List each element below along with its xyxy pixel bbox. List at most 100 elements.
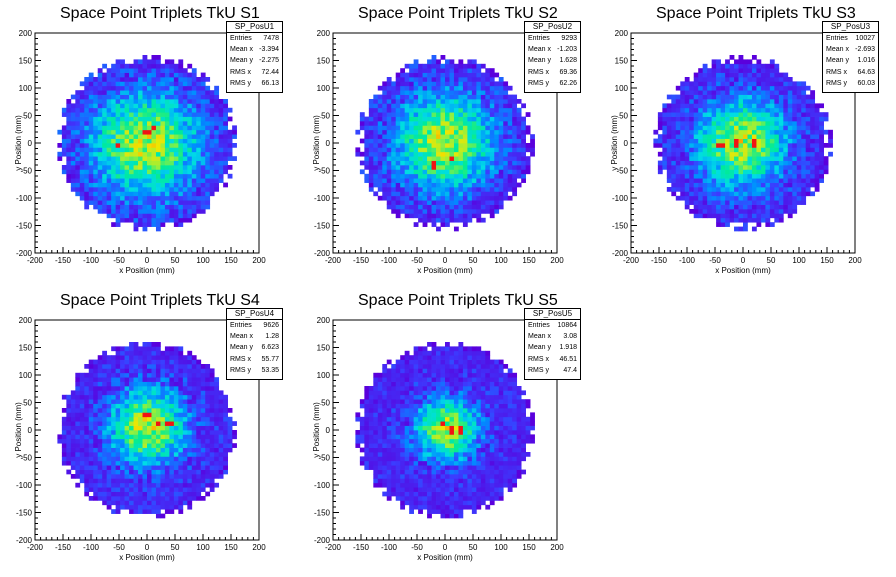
heatmap-bin (508, 95, 513, 100)
heatmap-bin (463, 222, 468, 227)
heatmap-bin (147, 500, 152, 505)
heatmap-bin (143, 55, 148, 60)
heatmap-bin (156, 134, 161, 139)
heatmap-bin (721, 95, 726, 100)
heatmap-bin (734, 130, 739, 135)
heatmap-bin (747, 130, 752, 135)
heatmap-bin (107, 161, 112, 166)
heatmap-bin (219, 130, 224, 135)
stats-label: Mean x (826, 44, 849, 55)
heatmap-bin (716, 68, 721, 73)
heatmap-bin (84, 390, 89, 395)
heatmap-bin (797, 178, 802, 183)
heatmap-bin (156, 456, 161, 461)
heatmap-bin (66, 169, 71, 174)
heatmap-bin (165, 134, 170, 139)
heatmap-bin (765, 81, 770, 86)
heatmap-bin (80, 417, 85, 422)
heatmap-bin (441, 121, 446, 126)
heatmap-bin (93, 492, 98, 497)
heatmap-bin (698, 125, 703, 130)
heatmap-bin (178, 346, 183, 351)
heatmap-bin (102, 103, 107, 108)
heatmap-bin (503, 187, 508, 192)
heatmap-bin (93, 156, 98, 161)
heatmap-bin (405, 147, 410, 152)
heatmap-bin (432, 112, 437, 117)
heatmap-bin (373, 152, 378, 157)
heatmap-bin (698, 183, 703, 188)
heatmap-bin (134, 377, 139, 382)
heatmap-bin (476, 86, 481, 91)
heatmap-bin (400, 165, 405, 170)
heatmap-bin (134, 125, 139, 130)
heatmap-bin (436, 112, 441, 117)
heatmap-bin (125, 200, 130, 205)
heatmap-bin (387, 77, 392, 82)
heatmap-bin (187, 112, 192, 117)
heatmap-bin (102, 191, 107, 196)
heatmap-bin (752, 125, 757, 130)
heatmap-bin (360, 112, 365, 117)
heatmap-bin (187, 130, 192, 135)
heatmap-bin (445, 191, 450, 196)
heatmap-bin (129, 112, 134, 117)
heatmap-bin (508, 156, 513, 161)
heatmap-bin (169, 439, 174, 444)
heatmap-bin (196, 121, 201, 126)
heatmap-bin (192, 452, 197, 457)
heatmap-bin (508, 134, 513, 139)
heatmap-bin (75, 439, 80, 444)
heatmap-bin (494, 121, 499, 126)
heatmap-bin (89, 478, 94, 483)
heatmap-bin (694, 134, 699, 139)
heatmap-bin (111, 443, 116, 448)
heatmap-bin (165, 139, 170, 144)
heatmap-bin (770, 169, 775, 174)
heatmap-bin (517, 125, 522, 130)
heatmap-bin (192, 134, 197, 139)
heatmap-bin (810, 117, 815, 122)
heatmap-bin (201, 152, 206, 157)
heatmap-bin (414, 178, 419, 183)
heatmap-bin (481, 178, 486, 183)
heatmap-bin (71, 461, 76, 466)
heatmap-bin (387, 117, 392, 122)
heatmap-bin (685, 77, 690, 82)
heatmap-bin (819, 121, 824, 126)
heatmap-bin (739, 209, 744, 214)
heatmap-bin (409, 95, 414, 100)
heatmap-bin (107, 390, 112, 395)
heatmap-bin (739, 77, 744, 82)
heatmap-bin (57, 156, 62, 161)
heatmap-bin (387, 165, 392, 170)
heatmap-bin (418, 218, 423, 223)
heatmap-bin (169, 509, 174, 514)
heatmap-bin (120, 147, 125, 152)
heatmap-bin (147, 421, 152, 426)
heatmap-bin (143, 448, 148, 453)
heatmap-bin (165, 81, 170, 86)
heatmap-bin (369, 174, 374, 179)
heatmap-bin (178, 183, 183, 188)
heatmap-bin (210, 456, 215, 461)
heatmap-bin (815, 125, 820, 130)
heatmap-bin (427, 99, 432, 104)
heatmap-bin (716, 103, 721, 108)
heatmap-bin (116, 399, 121, 404)
heatmap-bin (508, 174, 513, 179)
heatmap-bin (467, 205, 472, 210)
heatmap-bin (449, 112, 454, 117)
heatmap-bin (71, 156, 76, 161)
heatmap-bin (102, 474, 107, 479)
heatmap-bin (111, 86, 116, 91)
heatmap-bin (183, 421, 188, 426)
heatmap-bin (174, 81, 179, 86)
heatmap-bin (111, 200, 116, 205)
heatmap-bin (725, 81, 730, 86)
heatmap-bin (721, 178, 726, 183)
heatmap-bin (490, 187, 495, 192)
heatmap-bin (712, 90, 717, 95)
heatmap-bin (761, 64, 766, 69)
